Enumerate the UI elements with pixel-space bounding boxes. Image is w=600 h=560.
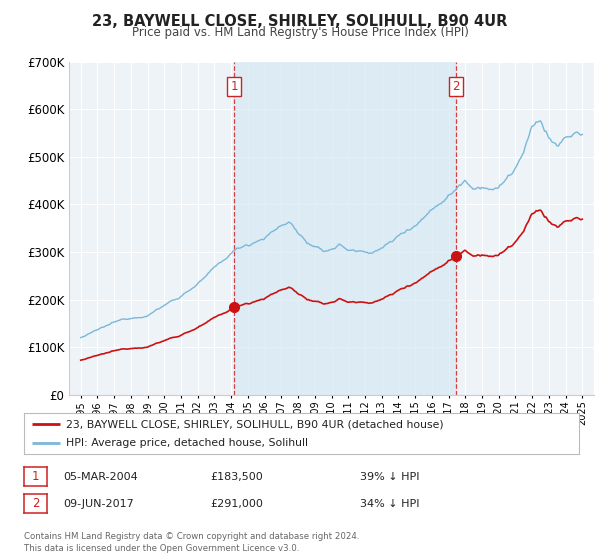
Text: 34% ↓ HPI: 34% ↓ HPI <box>360 499 419 509</box>
Text: £183,500: £183,500 <box>210 472 263 482</box>
Text: 2: 2 <box>452 80 460 93</box>
Text: 05-MAR-2004: 05-MAR-2004 <box>63 472 138 482</box>
Text: HPI: Average price, detached house, Solihull: HPI: Average price, detached house, Soli… <box>65 438 308 447</box>
Text: 1: 1 <box>32 470 39 483</box>
Text: 2: 2 <box>32 497 39 510</box>
Text: 09-JUN-2017: 09-JUN-2017 <box>63 499 134 509</box>
Text: 23, BAYWELL CLOSE, SHIRLEY, SOLIHULL, B90 4UR (detached house): 23, BAYWELL CLOSE, SHIRLEY, SOLIHULL, B9… <box>65 419 443 429</box>
Text: £291,000: £291,000 <box>210 499 263 509</box>
Text: Contains HM Land Registry data © Crown copyright and database right 2024.
This d: Contains HM Land Registry data © Crown c… <box>24 532 359 553</box>
Bar <box>234 62 456 395</box>
Text: Price paid vs. HM Land Registry's House Price Index (HPI): Price paid vs. HM Land Registry's House … <box>131 26 469 39</box>
Text: 1: 1 <box>230 80 238 93</box>
Text: 39% ↓ HPI: 39% ↓ HPI <box>360 472 419 482</box>
Text: 23, BAYWELL CLOSE, SHIRLEY, SOLIHULL, B90 4UR: 23, BAYWELL CLOSE, SHIRLEY, SOLIHULL, B9… <box>92 14 508 29</box>
